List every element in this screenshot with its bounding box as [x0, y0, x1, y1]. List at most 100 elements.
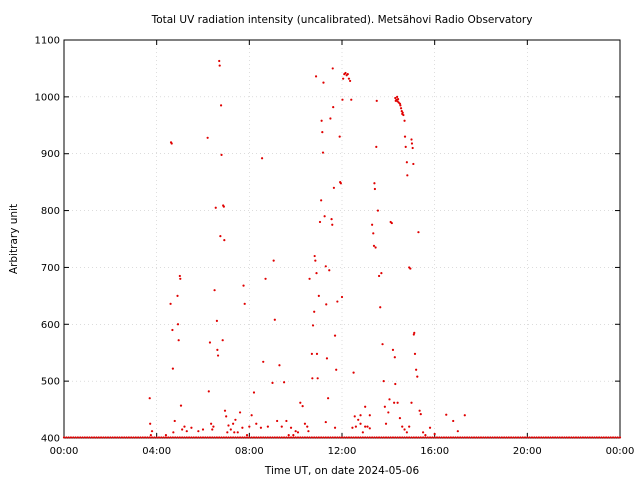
data-point	[167, 436, 170, 439]
data-point	[533, 436, 536, 439]
data-point	[118, 436, 121, 439]
data-point	[310, 352, 313, 355]
data-point	[192, 436, 195, 439]
data-point	[325, 357, 329, 360]
data-point	[567, 436, 571, 439]
data-point	[177, 339, 180, 342]
data-point	[352, 436, 355, 439]
data-point	[551, 436, 554, 439]
data-point	[333, 426, 337, 429]
data-point	[384, 436, 388, 439]
data-point	[285, 419, 288, 423]
data-point	[350, 98, 353, 101]
data-point	[399, 107, 403, 110]
data-point	[331, 67, 334, 70]
data-point	[111, 436, 114, 439]
data-point	[445, 413, 448, 416]
data-point	[278, 436, 281, 439]
data-point	[516, 436, 520, 439]
data-point	[563, 436, 566, 439]
data-point	[310, 436, 313, 439]
data-point	[294, 430, 297, 433]
data-point	[347, 436, 351, 439]
data-point	[591, 436, 594, 439]
data-point	[226, 431, 229, 434]
data-point	[211, 436, 214, 439]
data-point	[81, 436, 84, 439]
data-point	[150, 436, 154, 439]
data-point	[400, 109, 403, 113]
data-point	[595, 436, 598, 439]
data-point	[179, 404, 183, 407]
data-point	[329, 436, 332, 439]
x-tick-label: 00:00	[606, 446, 635, 457]
data-point	[607, 436, 610, 439]
data-point	[243, 302, 246, 305]
data-point	[213, 436, 216, 439]
data-point	[374, 246, 377, 249]
data-point	[382, 380, 385, 383]
data-point	[396, 98, 400, 101]
data-point	[86, 436, 89, 439]
data-point	[280, 436, 283, 439]
data-point	[344, 71, 347, 75]
x-tick-label: 16:00	[420, 446, 449, 457]
data-point	[255, 422, 258, 425]
data-point	[528, 436, 531, 439]
data-point	[282, 381, 286, 384]
data-point	[328, 269, 331, 272]
data-point	[412, 436, 415, 439]
data-point	[493, 436, 496, 439]
data-point	[248, 425, 251, 428]
data-point	[364, 405, 367, 408]
data-point	[296, 431, 300, 434]
data-point	[390, 221, 393, 225]
data-point	[214, 206, 217, 209]
data-point	[353, 415, 356, 418]
data-point	[398, 102, 402, 105]
data-point	[204, 436, 207, 439]
data-point	[150, 430, 154, 433]
data-point	[102, 436, 105, 439]
data-point	[381, 343, 384, 346]
data-point	[262, 436, 265, 439]
data-point	[354, 425, 357, 428]
data-point	[371, 436, 374, 439]
data-point	[234, 418, 237, 421]
data-point	[579, 436, 582, 439]
data-point	[387, 411, 390, 414]
data-point	[238, 436, 242, 439]
data-point	[221, 339, 224, 342]
y-tick-label: 800	[41, 206, 60, 217]
data-point	[236, 436, 239, 439]
data-point	[264, 277, 267, 280]
data-point	[413, 352, 417, 355]
data-point	[314, 259, 317, 262]
data-point	[428, 436, 432, 439]
data-point	[206, 136, 209, 139]
data-point	[391, 436, 395, 439]
y-tick-label: 1000	[35, 92, 60, 103]
data-point	[210, 422, 213, 425]
data-point	[433, 436, 436, 439]
data-point	[74, 436, 77, 439]
data-point	[588, 436, 591, 439]
data-point	[223, 409, 227, 412]
data-point	[424, 434, 427, 437]
data-point	[308, 277, 311, 280]
data-point	[321, 151, 325, 154]
data-point	[402, 113, 405, 117]
data-point	[171, 328, 174, 332]
data-point	[329, 117, 332, 120]
data-point	[505, 436, 508, 439]
data-point	[336, 436, 339, 439]
data-point	[452, 419, 455, 423]
data-point	[271, 381, 274, 384]
data-point	[252, 391, 256, 394]
data-point	[368, 414, 371, 417]
data-point	[372, 244, 376, 247]
data-point	[174, 436, 177, 439]
chart-title: Total UV radiation intensity (uncalibrat…	[151, 14, 533, 26]
data-point	[347, 77, 351, 80]
data-point	[241, 436, 244, 439]
